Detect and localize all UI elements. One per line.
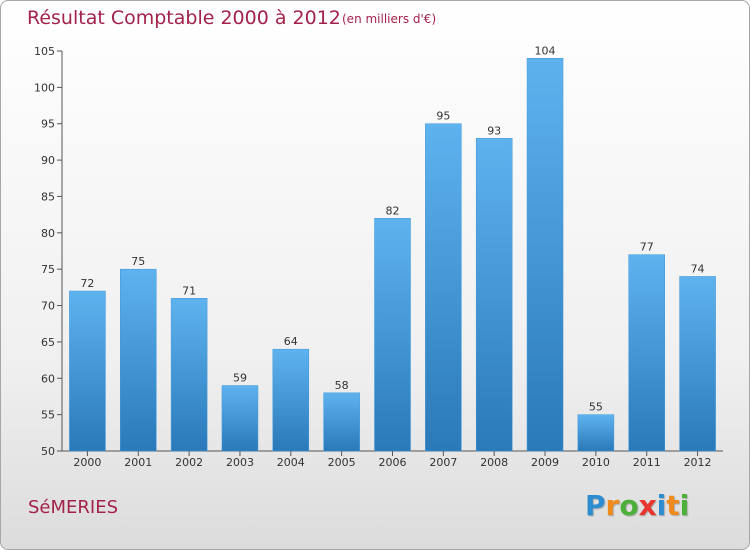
bar-value-label: 58 <box>335 379 349 392</box>
chart-axes: 50 55 60 65 70 75 80 85 90 95 100 105 2000 2001 2002 20… <box>34 45 723 469</box>
chart-value-labels: 72 75 71 59 64 58 82 95 93 104 55 77 74 <box>80 44 704 413</box>
bar <box>475 138 513 452</box>
y-tick-label: 85 <box>41 190 55 203</box>
bar <box>577 414 615 452</box>
chart-subtitle: (en milliers d'€) <box>342 12 437 26</box>
x-tick-label: 2007 <box>429 456 457 469</box>
y-tick-label: 95 <box>41 118 55 131</box>
y-tick-label: 70 <box>41 300 55 313</box>
bar <box>221 385 259 452</box>
bar <box>425 123 462 452</box>
x-tick-label: 2000 <box>73 456 101 469</box>
x-tick-label: 2009 <box>531 456 559 469</box>
bar-value-label: 95 <box>436 110 450 123</box>
x-tick-label: 2012 <box>684 456 712 469</box>
bar-value-label: 82 <box>386 204 400 217</box>
x-tick-label: 2004 <box>277 456 305 469</box>
y-tick-label: 100 <box>34 81 55 94</box>
bar-value-label: 71 <box>182 284 196 297</box>
y-tick-label: 90 <box>41 154 55 167</box>
chart-title: Résultat Comptable 2000 à 2012 <box>27 7 341 29</box>
x-tick-label: 2006 <box>379 456 407 469</box>
y-tick-label: 55 <box>41 409 55 422</box>
x-tick-label: 2008 <box>480 456 508 469</box>
y-tick-label: 65 <box>41 336 55 349</box>
y-tick-label: 75 <box>41 263 55 276</box>
bar <box>323 392 360 452</box>
x-tick-label: 2001 <box>124 456 152 469</box>
bar-value-label: 77 <box>640 241 654 254</box>
logo-letter: P <box>585 489 606 522</box>
bar-value-label: 72 <box>80 277 94 290</box>
logo-letter: i <box>679 489 690 522</box>
chart-bars <box>69 58 716 452</box>
bar <box>628 254 665 452</box>
logo-letter: r <box>605 489 620 522</box>
commune-name: SéMERIES <box>28 497 119 518</box>
logo-letter: x <box>638 489 657 522</box>
y-tick-label: 50 <box>41 445 55 458</box>
x-tick-label: 2005 <box>328 456 356 469</box>
x-tick-label: 2011 <box>633 456 661 469</box>
bar <box>272 348 310 452</box>
x-tick-label: 2002 <box>175 456 203 469</box>
x-tick-label: 2010 <box>582 456 610 469</box>
logo-letter: i <box>656 489 667 522</box>
y-tick-label: 80 <box>41 227 55 240</box>
bar-value-label: 104 <box>535 44 556 57</box>
bar <box>170 298 208 452</box>
bar-value-label: 75 <box>131 255 145 268</box>
bar <box>120 268 157 452</box>
bar-value-label: 93 <box>487 124 501 137</box>
bar-value-label: 55 <box>589 401 603 414</box>
bar <box>679 276 716 452</box>
x-tick-label: 2003 <box>226 456 254 469</box>
bar-value-label: 74 <box>691 262 705 275</box>
bar <box>526 58 564 452</box>
proxiti-logo: Proxiti <box>585 489 689 522</box>
bar <box>69 290 106 452</box>
logo-letter: t <box>666 489 680 522</box>
y-tick-label: 60 <box>41 372 55 385</box>
bar-value-label: 64 <box>284 335 298 348</box>
bar <box>374 218 411 452</box>
bar-value-label: 59 <box>233 372 247 385</box>
y-tick-label: 105 <box>34 45 55 58</box>
logo-letter: o <box>619 489 639 522</box>
